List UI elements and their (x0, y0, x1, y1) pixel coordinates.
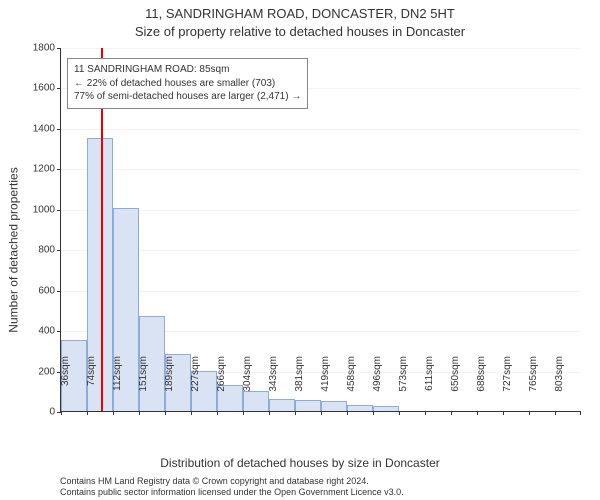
info-line-2: ← 22% of detached houses are smaller (70… (74, 77, 301, 91)
y-tick-mark (57, 291, 61, 292)
y-tick-mark (57, 250, 61, 251)
x-tick-label: 112sqm (112, 356, 123, 406)
attribution-line-1: Contains HM Land Registry data © Crown c… (60, 476, 580, 487)
y-tick-label: 200 (21, 366, 55, 377)
y-tick-label: 1000 (21, 204, 55, 215)
x-tick-label: 765sqm (528, 356, 539, 406)
y-tick-mark (57, 129, 61, 130)
x-tick-mark (555, 411, 556, 415)
y-tick-label: 1600 (21, 83, 55, 94)
x-tick-mark (113, 411, 114, 415)
x-tick-label: 611sqm (424, 356, 435, 406)
y-tick-label: 600 (21, 285, 55, 296)
x-tick-label: 36sqm (60, 356, 71, 406)
y-tick-mark (57, 48, 61, 49)
x-tick-mark (425, 411, 426, 415)
x-tick-mark (503, 411, 504, 415)
attribution-line-2: Contains public sector information licen… (60, 487, 580, 498)
x-tick-label: 803sqm (554, 356, 565, 406)
y-tick-label: 1800 (21, 43, 55, 54)
y-tick-mark (57, 88, 61, 89)
y-tick-mark (57, 331, 61, 332)
gridline (61, 48, 580, 49)
x-tick-mark (87, 411, 88, 415)
x-tick-mark (165, 411, 166, 415)
x-tick-mark (580, 411, 581, 415)
y-tick-mark (57, 210, 61, 211)
x-tick-label: 727sqm (502, 356, 513, 406)
x-tick-label: 189sqm (164, 356, 175, 406)
x-tick-mark (269, 411, 270, 415)
x-tick-mark (529, 411, 530, 415)
attribution: Contains HM Land Registry data © Crown c… (60, 476, 580, 499)
y-tick-mark (57, 169, 61, 170)
x-tick-label: 343sqm (268, 356, 279, 406)
y-tick-label: 0 (21, 407, 55, 418)
x-tick-mark (347, 411, 348, 415)
x-tick-mark (451, 411, 452, 415)
x-tick-label: 458sqm (346, 356, 357, 406)
y-tick-label: 1400 (21, 123, 55, 134)
x-tick-mark (477, 411, 478, 415)
y-tick-label: 1200 (21, 164, 55, 175)
x-tick-label: 151sqm (138, 356, 149, 406)
info-line-3: 77% of semi-detached houses are larger (… (74, 90, 301, 104)
x-tick-label: 266sqm (216, 356, 227, 406)
x-tick-mark (217, 411, 218, 415)
figure: 11, SANDRINGHAM ROAD, DONCASTER, DN2 5HT… (0, 0, 600, 500)
y-tick-label: 400 (21, 326, 55, 337)
info-box: 11 SANDRINGHAM ROAD: 85sqm ← 22% of deta… (67, 58, 308, 109)
x-tick-label: 419sqm (320, 356, 331, 406)
x-tick-label: 74sqm (86, 356, 97, 406)
y-axis-label: Number of detached properties (6, 0, 22, 500)
x-tick-label: 496sqm (372, 356, 383, 406)
x-tick-label: 304sqm (242, 356, 253, 406)
title-line-1: 11, SANDRINGHAM ROAD, DONCASTER, DN2 5HT (0, 6, 600, 21)
x-tick-label: 650sqm (450, 356, 461, 406)
x-tick-mark (373, 411, 374, 415)
x-tick-label: 381sqm (294, 356, 305, 406)
info-line-1: 11 SANDRINGHAM ROAD: 85sqm (74, 63, 301, 77)
x-tick-mark (399, 411, 400, 415)
gridline (61, 129, 580, 130)
x-tick-mark (191, 411, 192, 415)
y-tick-label: 800 (21, 245, 55, 256)
x-axis-label: Distribution of detached houses by size … (0, 456, 600, 470)
x-tick-mark (295, 411, 296, 415)
histogram-bar (373, 406, 399, 411)
gridline (61, 169, 580, 170)
x-tick-label: 227sqm (190, 356, 201, 406)
x-tick-mark (139, 411, 140, 415)
x-tick-label: 573sqm (398, 356, 409, 406)
x-tick-mark (243, 411, 244, 415)
title-line-2: Size of property relative to detached ho… (0, 24, 600, 39)
x-tick-label: 688sqm (476, 356, 487, 406)
x-tick-mark (61, 411, 62, 415)
x-tick-mark (321, 411, 322, 415)
plot-area: 02004006008001000120014001600180036sqm74… (60, 48, 580, 412)
